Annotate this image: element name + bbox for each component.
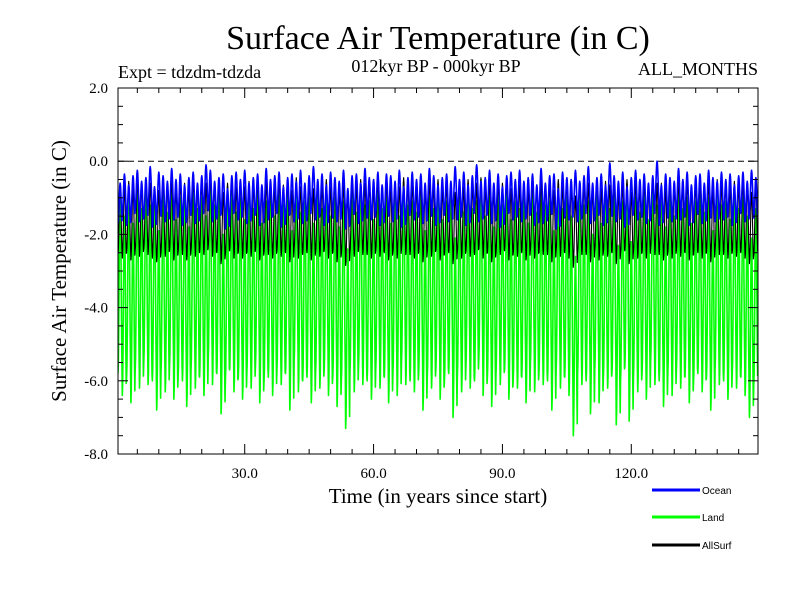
y-axis-label: Surface Air Temperature (in C) [47,140,71,402]
series-line-allsurf [118,175,758,268]
x-tick-label: 30.0 [232,466,258,482]
legend-label-ocean: Ocean [702,486,731,497]
x-tick-label: 90.0 [489,466,515,482]
chart-title: Surface Air Temperature (in C) [226,20,650,57]
legend-label-land: Land [702,513,724,524]
x-tick-label: 60.0 [360,466,386,482]
y-tick-label: -8.0 [84,447,108,463]
x-axis-label: Time (in years since start) [329,484,548,508]
x-axis: 30.0 60.0 90.0 120.0 [136,88,740,482]
series-line-ocean [118,160,758,230]
y-tick-label: -2.0 [84,227,108,243]
y-tick-label: 0.0 [89,154,108,170]
experiment-label: Expt = tdzdm-tdzda [118,62,261,82]
y-axis: -8.0 -6.0 -4.0 -2.0 0.0 2.0 [84,81,758,463]
months-label: ALL_MONTHS [638,59,758,79]
x-tick-label: 120.0 [614,466,648,482]
legend-label-allsurf: AllSurf [702,541,732,552]
time-range-label: 012kyr BP - 000kyr BP [351,56,520,76]
y-tick-label: 2.0 [89,81,108,97]
legend: Ocean Land AllSurf [652,486,732,552]
y-tick-label: -4.0 [84,301,108,317]
y-tick-label: -6.0 [84,374,108,390]
